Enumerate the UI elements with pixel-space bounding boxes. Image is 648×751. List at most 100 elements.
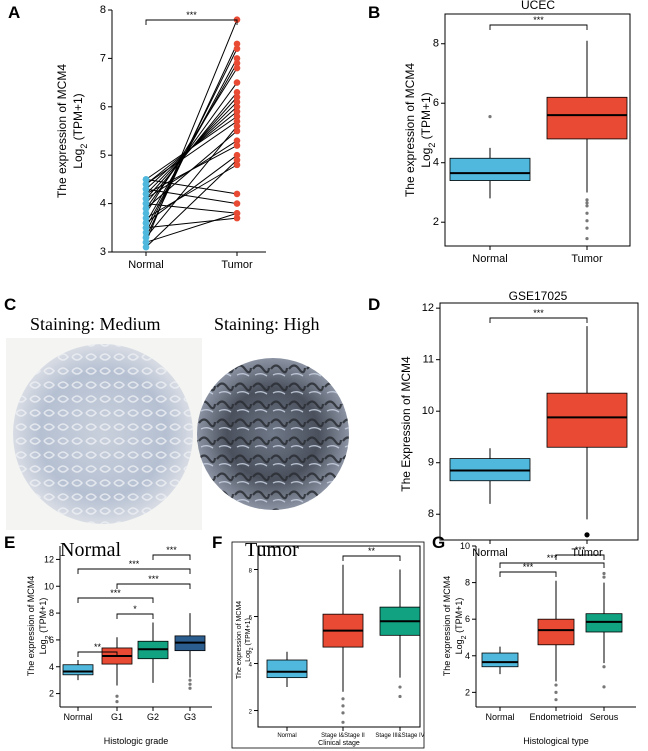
significance-bracket bbox=[499, 571, 557, 577]
x-tick-label: G1 bbox=[111, 712, 123, 722]
box-iqr bbox=[266, 659, 308, 679]
panel-letter-e: E bbox=[4, 533, 15, 552]
panel-e-ylabel: The expression of MCM4 bbox=[26, 576, 36, 677]
panel-b-axes: 2 4 6 8 Normal Tumor bbox=[433, 13, 631, 265]
tumor-point bbox=[233, 122, 241, 130]
x-tick-label: Stage I&Stage II bbox=[321, 733, 365, 739]
x-tick-label: Tumor bbox=[221, 259, 253, 271]
panel-f-axes: 2 4 6 8 Normal Stage I&Stage II Stage III&Stag… bbox=[249, 545, 425, 739]
staining-high-label: Staining: High bbox=[214, 314, 320, 334]
significance-bracket bbox=[145, 19, 238, 25]
normal-point bbox=[142, 190, 150, 198]
panel-letter-b: B bbox=[368, 3, 380, 22]
x-tick-label: G2 bbox=[147, 712, 159, 722]
y-tick-label: 4 bbox=[49, 662, 54, 672]
box-outlier bbox=[554, 683, 558, 687]
y-tick-label: 9 bbox=[428, 457, 434, 469]
tumor-point bbox=[233, 55, 241, 62]
tumor-point bbox=[233, 88, 241, 96]
y-tick-label: 6 bbox=[433, 97, 439, 109]
tumor-point bbox=[233, 127, 241, 135]
significance-label: * bbox=[133, 604, 137, 614]
y-tick-label: 5 bbox=[100, 149, 106, 161]
box-iqr bbox=[537, 618, 575, 646]
paired-line bbox=[145, 62, 238, 224]
y-tick-label: 7 bbox=[100, 52, 106, 64]
y-tick-label: 12 bbox=[422, 302, 434, 314]
significance-bracket bbox=[77, 651, 118, 657]
paired-line bbox=[145, 164, 238, 219]
panel-d-axes: 8 9 10 11 12 Normal Tumor bbox=[422, 302, 639, 559]
paired-line bbox=[145, 125, 238, 238]
x-tick-label: Tumor bbox=[571, 547, 603, 559]
tumor-image-caption: Tumor bbox=[245, 539, 299, 561]
x-tick-label: G3 bbox=[184, 712, 196, 722]
y-tick-label: 2 bbox=[249, 710, 253, 716]
box-outlier bbox=[398, 694, 402, 699]
tumor-point bbox=[233, 190, 241, 198]
significance-bracket bbox=[116, 613, 154, 619]
significance-bracket bbox=[489, 317, 588, 323]
plot-frame bbox=[444, 13, 631, 247]
paired-line bbox=[145, 159, 238, 248]
normal-point bbox=[142, 209, 150, 217]
significance-label: *** bbox=[533, 15, 544, 25]
paired-line bbox=[145, 116, 238, 180]
box-iqr bbox=[546, 392, 628, 448]
paired-line bbox=[145, 188, 238, 205]
tumor-point bbox=[233, 156, 241, 164]
significance-bracket bbox=[555, 554, 605, 560]
panel-a-axes: 3 4 5 6 7 8 Normal Tumor bbox=[100, 4, 266, 271]
box-outlier bbox=[188, 678, 192, 682]
panel-g-xlabel: Histological type bbox=[523, 736, 589, 746]
box-outlier bbox=[554, 698, 558, 702]
box-outlier bbox=[188, 686, 192, 690]
box-outlier bbox=[188, 682, 192, 686]
panel-letter-d: D bbox=[368, 295, 380, 314]
y-tick-label: 10 bbox=[460, 541, 470, 551]
significance-label: ** bbox=[368, 546, 376, 556]
box-outlier bbox=[602, 575, 606, 579]
paired-line bbox=[145, 120, 238, 185]
normal-point bbox=[142, 229, 150, 236]
tumor-point bbox=[233, 209, 241, 217]
y-tick-label: 11 bbox=[423, 354, 434, 366]
significance-label: *** bbox=[523, 562, 534, 572]
box-outlier bbox=[398, 685, 402, 689]
x-tick-label: Endometrioid bbox=[529, 712, 582, 722]
panel-f-ylabel: The expression of MCM4 bbox=[236, 601, 243, 679]
normal-image-caption: Normal bbox=[60, 539, 122, 561]
box-outlier bbox=[584, 532, 590, 538]
tumor-point bbox=[233, 93, 241, 101]
y-tick-label: 4 bbox=[100, 198, 106, 210]
tumor-point bbox=[233, 45, 241, 53]
significance-label: *** bbox=[533, 308, 544, 318]
panel-e-xlabel: Histologic grade bbox=[104, 736, 169, 746]
box-outlier bbox=[585, 198, 589, 202]
panel-b-title: UCEC bbox=[521, 0, 555, 12]
tumor-point bbox=[233, 64, 241, 72]
panel-c-staining-images: Staining: Medium Staining: High bbox=[6, 314, 349, 561]
box-outlier bbox=[341, 704, 345, 708]
normal-point bbox=[142, 234, 150, 241]
paired-line bbox=[145, 82, 238, 209]
tumor-point bbox=[233, 79, 241, 86]
box-iqr bbox=[449, 157, 531, 181]
staining-medium-label: Staining: Medium bbox=[30, 314, 161, 334]
x-tick-label: Serous bbox=[590, 712, 619, 722]
tumor-point bbox=[233, 59, 241, 67]
x-tick-label: Normal bbox=[472, 253, 507, 265]
significance-bracket bbox=[116, 583, 191, 589]
y-tick-label: 3 bbox=[100, 246, 106, 258]
panel-letter-a: A bbox=[8, 3, 20, 22]
panel-letter-f: F bbox=[212, 533, 222, 552]
panel-g-ylabel-log: Log2 (TPM+1) bbox=[454, 598, 468, 655]
normal-point bbox=[142, 224, 150, 232]
tumor-point bbox=[233, 200, 241, 207]
paired-line bbox=[145, 178, 238, 195]
tumor-point bbox=[233, 113, 241, 120]
panel-d-title: GSE17025 bbox=[509, 289, 568, 303]
y-tick-label: 6 bbox=[249, 616, 253, 622]
tumor-point bbox=[233, 161, 241, 169]
